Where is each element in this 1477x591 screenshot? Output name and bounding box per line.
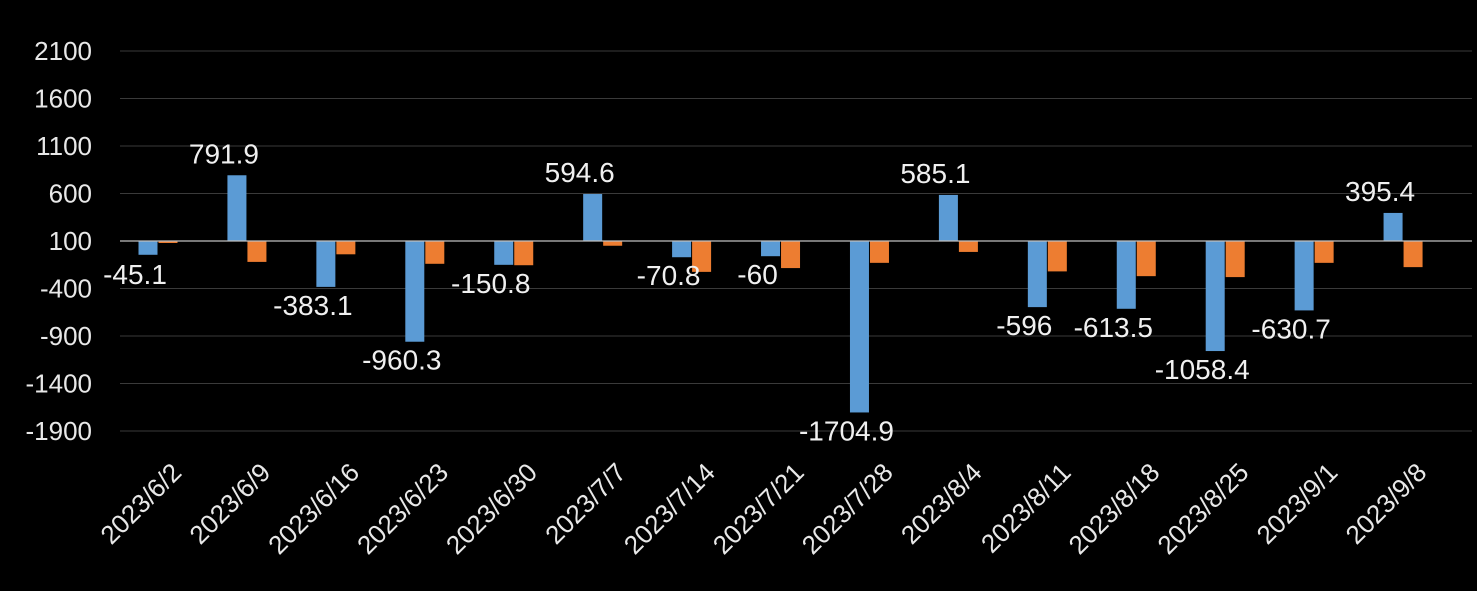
y-tick-label: 600 [49, 179, 92, 209]
bar-series-1 [316, 241, 336, 287]
data-label: 594.6 [545, 157, 615, 188]
data-label: -45.1 [103, 259, 167, 290]
bar-series-1 [849, 241, 869, 413]
bar-series-1 [405, 241, 425, 342]
bars [138, 175, 1423, 413]
data-label: -630.7 [1251, 313, 1330, 344]
bar-series-1 [761, 241, 781, 257]
bar-series-2 [336, 241, 356, 255]
x-tick-label: 2023/6/30 [440, 457, 543, 560]
x-tick-label: 2023/8/4 [895, 457, 988, 550]
x-tick-label: 2023/8/25 [1151, 457, 1254, 560]
bar-series-2 [1225, 241, 1245, 278]
x-tick-label: 2023/9/1 [1251, 457, 1344, 550]
bar-series-2 [869, 241, 889, 263]
data-label: -60 [737, 259, 777, 290]
y-tick-label: 1100 [36, 131, 92, 161]
bar-series-2 [958, 241, 978, 252]
y-tick-label: -1400 [26, 369, 93, 399]
bar-series-2 [158, 241, 178, 243]
x-tick-label: 2023/7/7 [539, 457, 632, 550]
bar-series-2 [603, 241, 623, 246]
data-label: -613.5 [1074, 312, 1153, 343]
data-labels: -45.1 791.9 -383.1 -960.3 -150.8 594.6 -70.8 -6… [103, 138, 1415, 446]
bar-series-2 [514, 241, 534, 266]
data-label: 791.9 [189, 138, 259, 169]
x-axis: 2023/6/22023/6/92023/6/162023/6/232023/6… [94, 457, 1432, 560]
bar-series-2 [425, 241, 445, 264]
x-tick-label: 2023/8/11 [975, 457, 1077, 559]
y-axis: 2100 1600 1100 600 100 -400 -900 -1400 -1900 [26, 36, 93, 446]
y-tick-label: 1600 [34, 84, 92, 114]
bar-series-2 [1403, 241, 1423, 268]
bar-series-1 [138, 241, 158, 255]
x-tick-label: 2023/7/14 [618, 457, 721, 560]
bar-series-1 [938, 194, 958, 241]
bar-series-1 [1116, 241, 1136, 309]
y-tick-label: 2100 [34, 36, 92, 66]
gridlines [120, 50, 1472, 432]
data-label: -1058.4 [1155, 354, 1250, 385]
bar-series-1 [1027, 241, 1047, 308]
data-label: -960.3 [362, 345, 441, 376]
bar-series-2 [781, 241, 801, 269]
bar-series-2 [1047, 241, 1067, 272]
bar-series-2 [247, 241, 267, 262]
bar-series-2 [692, 241, 712, 272]
bar-series-1 [672, 241, 692, 258]
bar-series-1 [1205, 241, 1225, 352]
data-label: -1704.9 [799, 415, 894, 446]
bar-series-1 [583, 194, 603, 241]
y-tick-label: -900 [40, 321, 92, 351]
data-label: -596 [996, 310, 1052, 341]
bar-series-1 [1294, 241, 1314, 311]
x-tick-label: 2023/6/2 [94, 457, 187, 550]
x-tick-label: 2023/6/16 [262, 457, 365, 560]
x-tick-label: 2023/6/9 [183, 457, 276, 550]
data-label: -150.8 [451, 268, 530, 299]
x-tick-label: 2023/8/18 [1063, 457, 1166, 560]
data-label: -383.1 [273, 290, 352, 321]
data-label: 585.1 [900, 158, 970, 189]
bar-series-2 [1314, 241, 1334, 263]
data-label: -70.8 [637, 260, 701, 291]
bar-series-1 [227, 175, 247, 241]
bar-series-1 [1383, 212, 1403, 241]
bar-series-2 [1136, 241, 1156, 277]
data-label: 395.4 [1345, 176, 1415, 207]
y-tick-label: -1900 [26, 416, 93, 446]
x-tick-label: 2023/7/21 [707, 457, 810, 560]
y-tick-label: -400 [40, 274, 92, 304]
y-tick-label: 100 [49, 226, 92, 256]
x-tick-label: 2023/9/8 [1340, 457, 1433, 550]
x-tick-label: 2023/6/23 [351, 457, 454, 560]
x-tick-label: 2023/7/28 [796, 457, 899, 560]
bar-series-1 [494, 241, 514, 265]
